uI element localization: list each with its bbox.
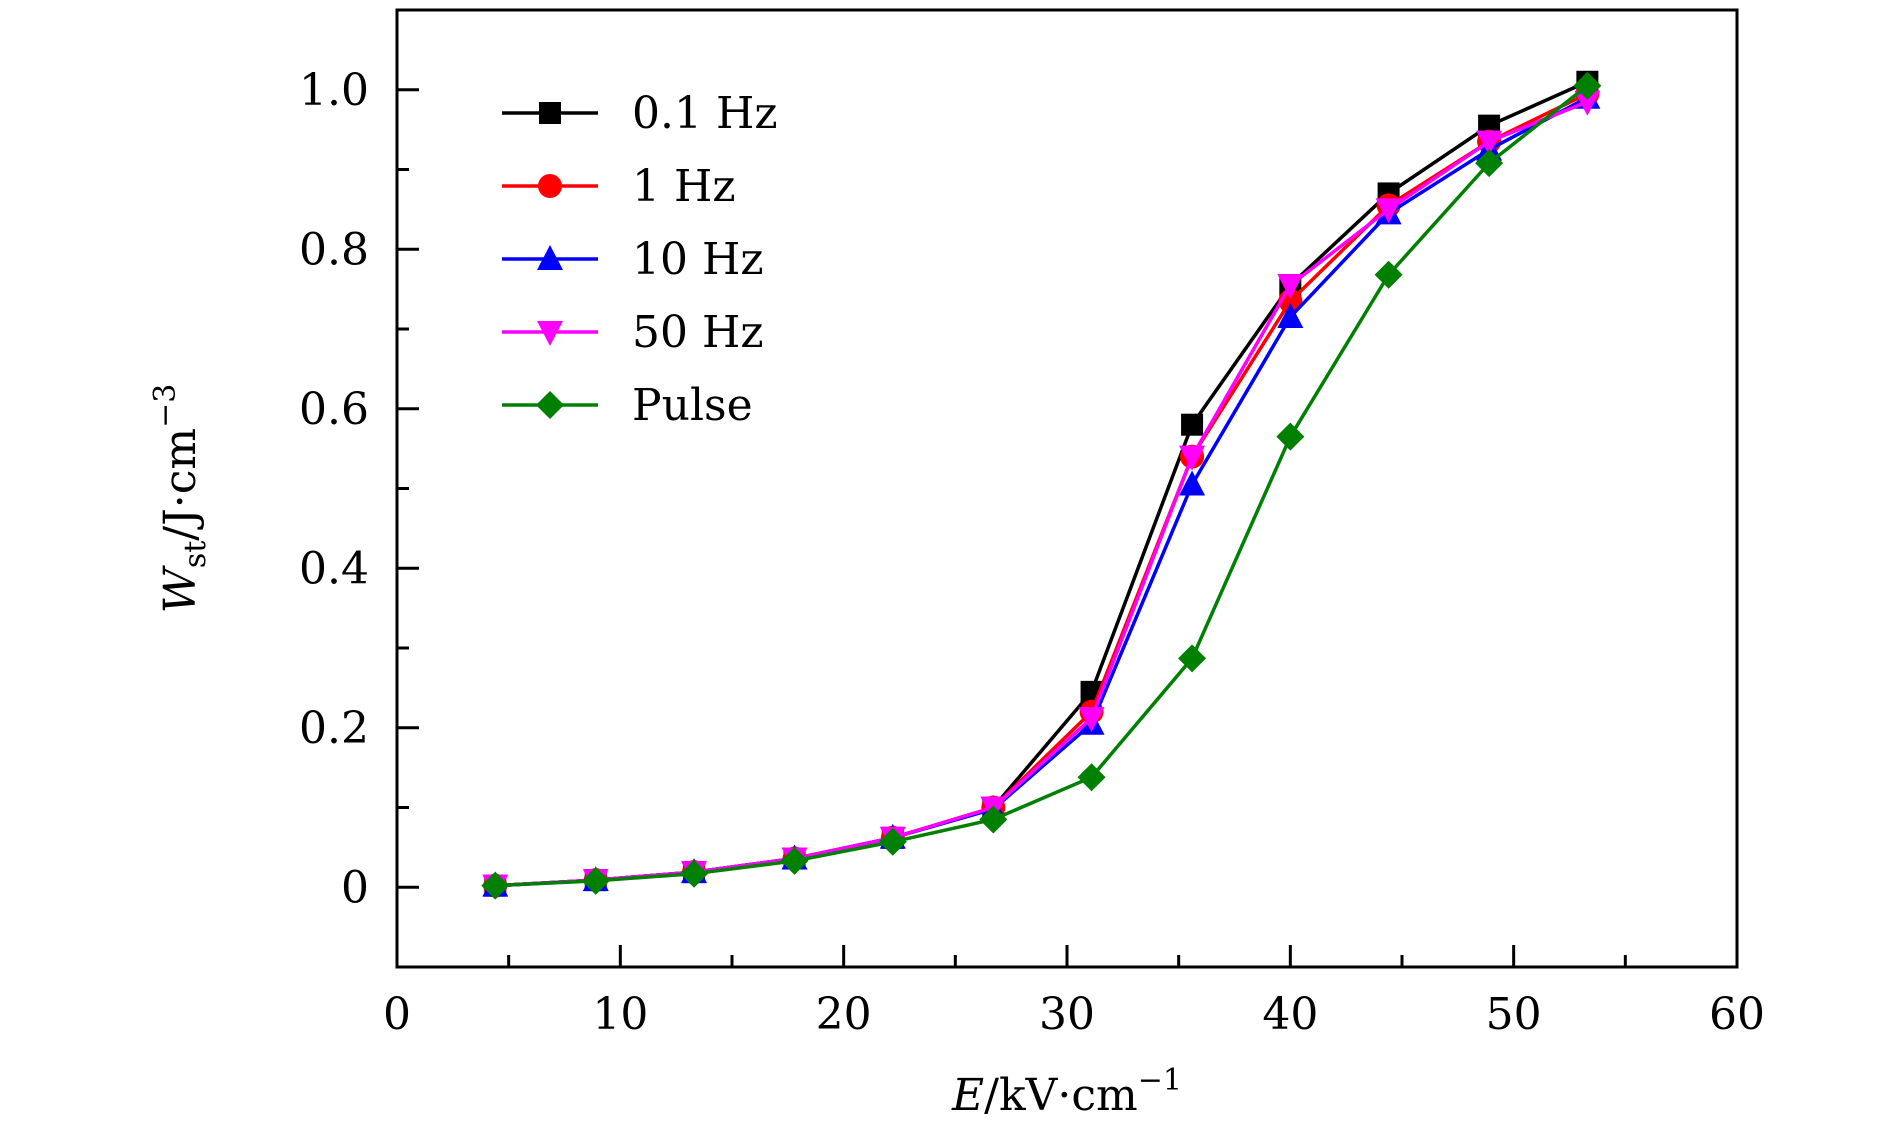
data-point bbox=[581, 866, 610, 895]
data-point bbox=[680, 859, 709, 888]
x-axis-title-sup: −1 bbox=[1138, 1063, 1182, 1098]
data-point bbox=[1276, 422, 1305, 451]
legend-label: 10 Hz bbox=[632, 234, 764, 285]
data-point bbox=[1475, 149, 1504, 178]
data-point bbox=[1573, 71, 1602, 100]
legend-marker bbox=[538, 174, 562, 198]
data-point bbox=[1574, 90, 1601, 116]
legend-marker bbox=[536, 391, 564, 419]
x-axis-title-unit: /kV·cm bbox=[984, 1070, 1138, 1121]
data-point bbox=[1277, 303, 1304, 329]
x-tick-label: 30 bbox=[1039, 989, 1095, 1040]
series-line bbox=[495, 96, 1589, 888]
legend-label: 50 Hz bbox=[632, 307, 764, 358]
legend-item: 50 Hz bbox=[502, 307, 764, 358]
x-tick-label: 50 bbox=[1486, 989, 1542, 1040]
x-tick-label: 0 bbox=[383, 989, 411, 1040]
data-point bbox=[481, 871, 510, 900]
data-point bbox=[780, 846, 809, 875]
legend-item: Pulse bbox=[502, 380, 753, 431]
legend: 0.1 Hz 1 Hz 10 Hz 50 Hz Pulse bbox=[502, 88, 778, 431]
data-point bbox=[1179, 445, 1206, 471]
x-tick-label: 20 bbox=[816, 989, 872, 1040]
legend-marker bbox=[539, 102, 561, 124]
series-3 bbox=[482, 90, 1601, 900]
legend-item: 10 Hz bbox=[502, 234, 764, 285]
y-tick-label: 0.8 bbox=[299, 224, 369, 275]
legend-item: 0.1 Hz bbox=[502, 88, 778, 139]
y-tick-label: 0.6 bbox=[299, 384, 369, 435]
data-point bbox=[1277, 274, 1304, 300]
x-tick-label: 60 bbox=[1709, 989, 1765, 1040]
data-point bbox=[1077, 763, 1106, 792]
legend-item: 1 Hz bbox=[502, 161, 736, 212]
data-point bbox=[1375, 198, 1402, 224]
series-line bbox=[495, 84, 1589, 888]
data-point bbox=[878, 827, 907, 856]
plot-frame bbox=[395, 8, 1739, 969]
y-axis-title-sup: −3 bbox=[148, 384, 183, 428]
data-point bbox=[1476, 130, 1503, 156]
y-axis-title: Wst/J·cm−3 bbox=[148, 384, 213, 614]
data-point bbox=[1178, 644, 1207, 673]
y-axis-title-unit: /J·cm bbox=[155, 428, 206, 541]
x-tick-label: 10 bbox=[592, 989, 648, 1040]
data-point bbox=[1078, 707, 1105, 733]
y-tick-label: 0.4 bbox=[299, 543, 369, 594]
series-4 bbox=[481, 71, 1602, 900]
data-point bbox=[1179, 470, 1206, 496]
legend-label: 0.1 Hz bbox=[632, 88, 778, 139]
y-axis-title-main: W bbox=[155, 564, 206, 613]
legend-marker bbox=[537, 245, 563, 270]
y-tick-label: 0 bbox=[341, 862, 369, 913]
data-point bbox=[1374, 260, 1403, 289]
y-tick-label: 0.2 bbox=[299, 703, 369, 754]
y-tick-label: 1.0 bbox=[299, 65, 369, 116]
legend-marker bbox=[537, 321, 563, 346]
y-axis-title-sub: st bbox=[178, 541, 213, 568]
data-point bbox=[979, 805, 1008, 834]
legend-label: Pulse bbox=[632, 380, 753, 431]
x-axis-title: E/kV·cm−1 bbox=[951, 1063, 1182, 1121]
legend-label: 1 Hz bbox=[632, 161, 736, 212]
data-point bbox=[1181, 413, 1204, 436]
x-tick-label: 40 bbox=[1262, 989, 1318, 1040]
x-axis-title-main: E bbox=[951, 1070, 984, 1121]
